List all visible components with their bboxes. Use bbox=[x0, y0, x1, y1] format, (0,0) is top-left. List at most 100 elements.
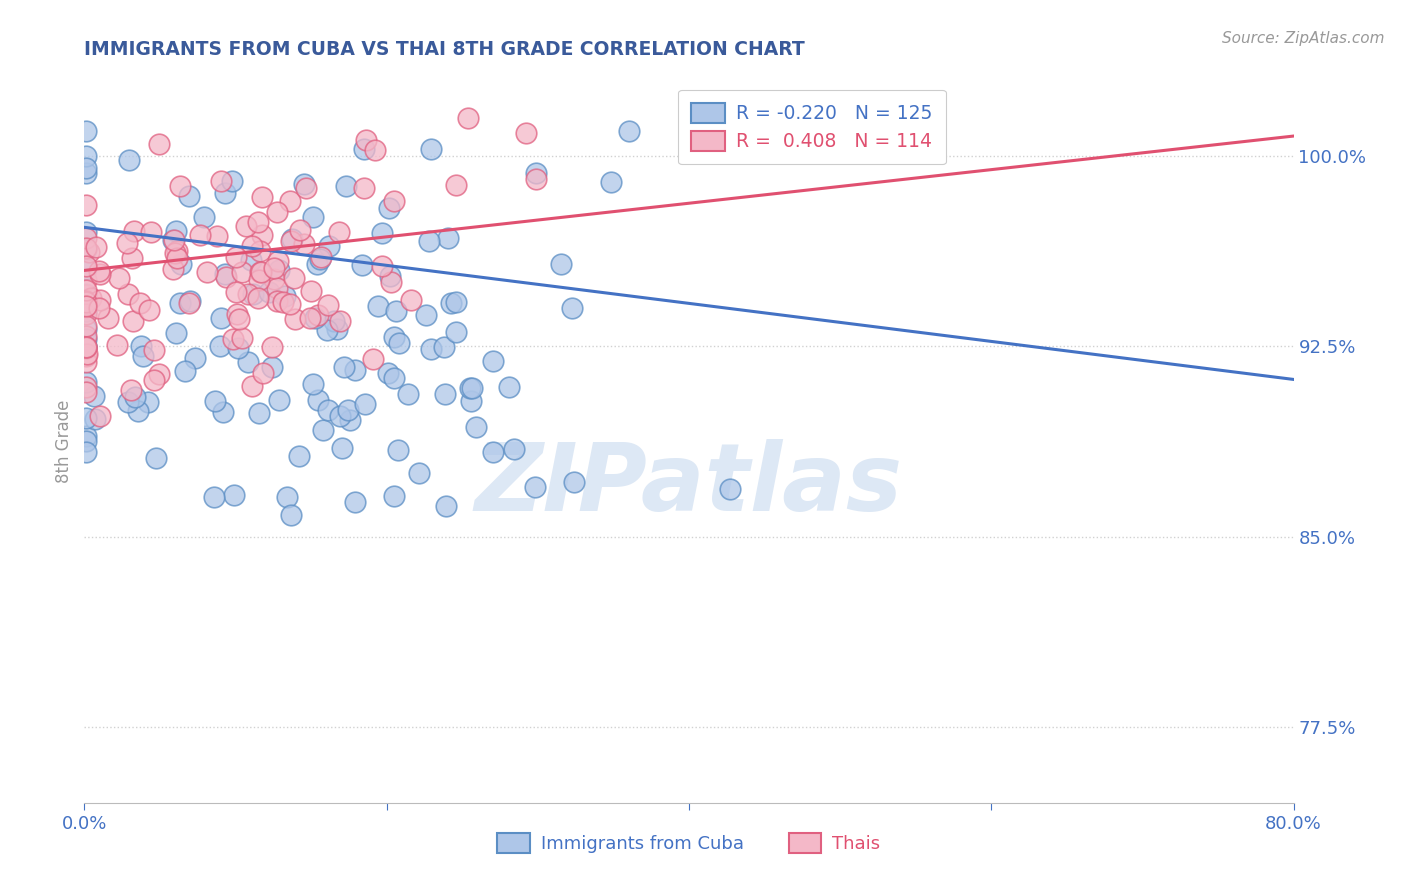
Point bbox=[76, 347, 98, 361]
Point bbox=[354, 397, 377, 411]
Point bbox=[115, 236, 138, 251]
Point bbox=[326, 321, 349, 335]
Point bbox=[262, 360, 284, 375]
Point bbox=[124, 224, 146, 238]
Point bbox=[249, 265, 271, 279]
Point bbox=[75, 349, 97, 363]
Point bbox=[278, 297, 301, 311]
Point bbox=[222, 332, 245, 346]
Point bbox=[75, 332, 97, 346]
Point bbox=[382, 194, 405, 208]
Point bbox=[139, 225, 162, 239]
Point bbox=[75, 304, 97, 318]
Point bbox=[75, 124, 97, 138]
Point bbox=[75, 295, 97, 310]
Point bbox=[117, 286, 139, 301]
Point bbox=[75, 166, 97, 180]
Point bbox=[440, 296, 463, 310]
Point bbox=[396, 387, 419, 401]
Point bbox=[214, 270, 236, 285]
Point bbox=[75, 339, 97, 353]
Point bbox=[301, 376, 323, 391]
Point bbox=[288, 449, 311, 463]
Point bbox=[195, 264, 218, 278]
Point bbox=[162, 261, 184, 276]
Point bbox=[124, 390, 146, 404]
Point bbox=[224, 488, 246, 502]
Point bbox=[482, 354, 505, 368]
Point bbox=[75, 445, 97, 459]
Point bbox=[75, 322, 97, 336]
Point bbox=[231, 331, 253, 345]
Point bbox=[75, 297, 97, 311]
Point bbox=[294, 181, 316, 195]
Point bbox=[385, 303, 408, 318]
Point bbox=[329, 409, 352, 424]
Point bbox=[75, 319, 97, 334]
Point bbox=[75, 340, 97, 354]
Point bbox=[131, 339, 153, 353]
Point bbox=[75, 375, 97, 389]
Point bbox=[515, 126, 537, 140]
Point bbox=[129, 295, 152, 310]
Point bbox=[75, 434, 97, 449]
Point bbox=[117, 394, 139, 409]
Point bbox=[207, 229, 229, 244]
Text: ZIPatlas: ZIPatlas bbox=[475, 439, 903, 531]
Point bbox=[274, 288, 297, 302]
Point bbox=[75, 380, 97, 394]
Point bbox=[335, 179, 357, 194]
Point bbox=[87, 264, 110, 278]
Point bbox=[316, 323, 339, 337]
Point bbox=[75, 225, 97, 239]
Point bbox=[238, 286, 260, 301]
Point bbox=[387, 443, 409, 458]
Point bbox=[524, 166, 547, 180]
Point bbox=[75, 384, 97, 399]
Point bbox=[252, 228, 274, 243]
Point bbox=[107, 271, 129, 285]
Point bbox=[75, 429, 97, 443]
Point bbox=[163, 233, 186, 247]
Point bbox=[323, 314, 346, 328]
Point bbox=[307, 308, 329, 322]
Point bbox=[307, 392, 329, 407]
Point bbox=[332, 359, 354, 374]
Point bbox=[299, 311, 322, 326]
Point bbox=[382, 371, 405, 385]
Point bbox=[79, 291, 101, 305]
Point bbox=[165, 224, 187, 238]
Point bbox=[370, 226, 392, 240]
Point bbox=[97, 311, 120, 326]
Point bbox=[344, 363, 367, 377]
Point bbox=[460, 394, 482, 409]
Point bbox=[498, 379, 520, 393]
Point bbox=[75, 230, 97, 244]
Point bbox=[84, 240, 107, 254]
Point bbox=[457, 112, 479, 126]
Point bbox=[83, 389, 105, 403]
Point bbox=[75, 197, 97, 211]
Point bbox=[280, 234, 302, 248]
Point bbox=[367, 299, 389, 313]
Point bbox=[75, 287, 97, 301]
Point bbox=[444, 325, 467, 339]
Point bbox=[600, 176, 623, 190]
Point bbox=[247, 406, 270, 420]
Point bbox=[263, 272, 285, 286]
Point bbox=[273, 294, 295, 309]
Point bbox=[562, 475, 585, 490]
Point bbox=[524, 171, 547, 186]
Point bbox=[304, 311, 326, 326]
Point bbox=[419, 342, 441, 356]
Point bbox=[225, 285, 247, 300]
Point bbox=[240, 239, 263, 253]
Point bbox=[89, 293, 111, 307]
Text: IMMIGRANTS FROM CUBA VS THAI 8TH GRADE CORRELATION CHART: IMMIGRANTS FROM CUBA VS THAI 8TH GRADE C… bbox=[84, 40, 806, 59]
Point bbox=[617, 124, 640, 138]
Point bbox=[250, 190, 273, 204]
Point bbox=[89, 301, 111, 316]
Point bbox=[239, 253, 262, 268]
Point bbox=[378, 268, 401, 283]
Point bbox=[75, 294, 97, 309]
